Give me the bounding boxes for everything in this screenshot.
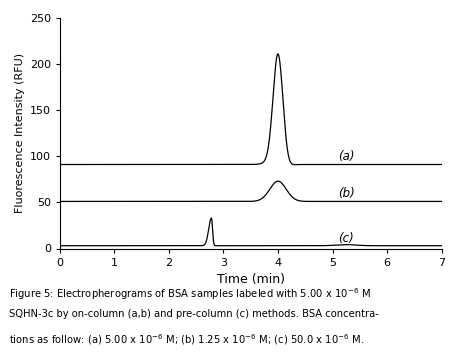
Text: Figure 5: Electropherograms of BSA samples labeled with 5.00 x 10$^{-6}$ M: Figure 5: Electropherograms of BSA sampl… xyxy=(9,286,370,302)
Text: (b): (b) xyxy=(337,187,354,200)
X-axis label: Time (min): Time (min) xyxy=(216,273,284,286)
Y-axis label: Fluorescence Intensity (RFU): Fluorescence Intensity (RFU) xyxy=(16,53,25,213)
Text: SQHN-3c by on-column (a,b) and pre-column (c) methods. BSA concentra-: SQHN-3c by on-column (a,b) and pre-colum… xyxy=(9,309,378,319)
Text: (c): (c) xyxy=(337,232,353,245)
Text: tions as follow: (a) 5.00 x 10$^{-6}$ M; (b) 1.25 x 10$^{-6}$ M; (c) 50.0 x 10$^: tions as follow: (a) 5.00 x 10$^{-6}$ M;… xyxy=(9,332,364,347)
Text: (a): (a) xyxy=(337,150,354,163)
